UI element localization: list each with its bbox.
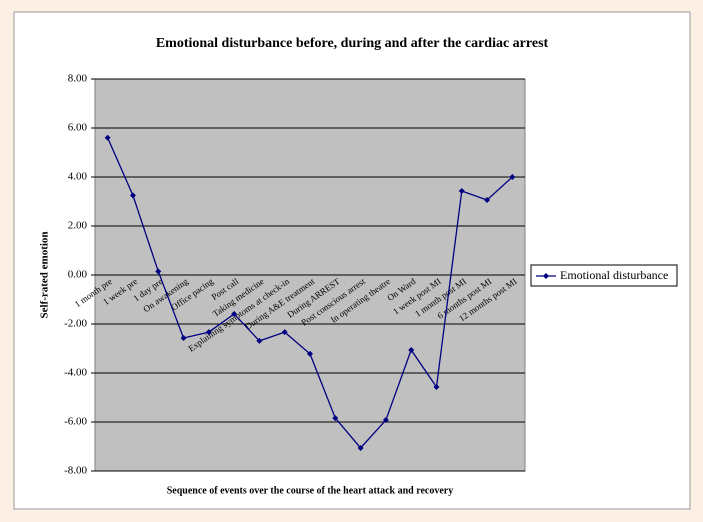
point: [231, 310, 238, 317]
y-tick-label: 8.00: [68, 73, 88, 85]
point: [104, 134, 111, 141]
point: [433, 383, 440, 390]
legend-label: Emotional disturbance: [560, 268, 668, 282]
point: [155, 268, 162, 275]
point: [509, 174, 516, 180]
point: [458, 187, 465, 194]
y-axis-title: Self-rated emotion: [39, 231, 51, 318]
point: [408, 346, 415, 353]
point: [281, 329, 288, 336]
legend: [530, 264, 678, 287]
y-tick-label: 4.00: [68, 171, 88, 183]
x-axis-title: Sequence of events over the course of th…: [167, 485, 454, 496]
legend-marker: [543, 273, 549, 279]
chart-title: Emotional disturbance before, during and…: [156, 36, 549, 51]
point: [382, 417, 389, 424]
y-tick-label: -4.00: [64, 367, 87, 379]
y-tick-label: 2.00: [68, 220, 88, 232]
point: [205, 329, 212, 336]
point: [180, 334, 187, 341]
y-tick-label: -6.00: [64, 416, 87, 428]
point: [307, 350, 313, 357]
point: [332, 415, 339, 422]
y-tick-label: 0.00: [68, 269, 88, 281]
y-tick-label: -8.00: [64, 465, 87, 477]
y-tick-label: 6.00: [68, 122, 88, 134]
point: [357, 444, 364, 451]
point: [256, 337, 263, 344]
point: [484, 197, 491, 204]
y-tick-label: -2.00: [64, 318, 87, 330]
point: [129, 192, 136, 199]
